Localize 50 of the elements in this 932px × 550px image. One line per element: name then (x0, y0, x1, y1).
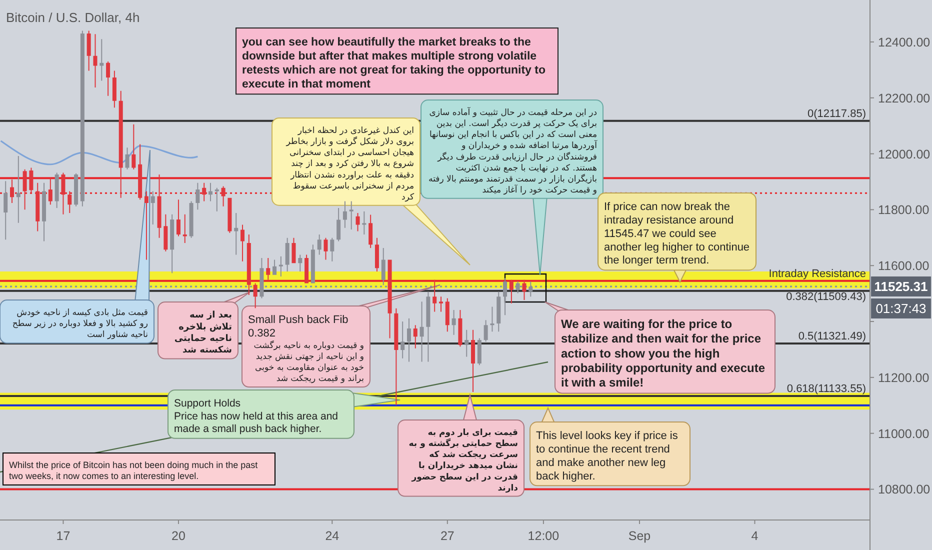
candlestick (182, 214, 187, 243)
annotation: و قیمت دوباره به ناحیه برگشت و این ناحیه از جهتی نقش جدید خود به عنوان مقاومت به خوبی براند و قیمت ریجکت شد (254, 340, 364, 384)
ref-line-label: 0.5(11321.49) (798, 330, 866, 342)
candlestick (420, 302, 424, 362)
x-tick-label: 4 (751, 529, 758, 543)
text: 01:37:43 (876, 300, 926, 316)
y-tick-label: 12200.00 (878, 91, 930, 106)
ref-line-label: Intraday Resistance (768, 268, 866, 280)
candlestick (349, 201, 354, 230)
annotation: این کندل غیرعادی در لحظه اخبار بروی دلار شکل گرفت و بازار بخاطر هیجان احساسی در ابتدای سخنرانی شروع به بالا رفتن کرد و بعد از چند دقیقه به علت براورده نشدن انتظار مردم از سخنرانی باسرعت سقوط کرد (285, 126, 415, 202)
annotation: Support Holds (174, 398, 241, 410)
candlestick (439, 296, 444, 312)
x-tick-label: 12:00 (528, 529, 560, 543)
x-tick-label: 17 (56, 529, 70, 543)
candlestick (362, 211, 366, 235)
candlestick (100, 39, 104, 81)
x-tick-label: 27 (440, 529, 454, 543)
x-tick-label: Sep (628, 529, 651, 543)
candlestick (16, 156, 20, 223)
y-tick-label: 11000.00 (878, 426, 930, 441)
x-tick-label: 20 (172, 529, 186, 543)
annotation: در این مرحله قیمت در حال تثبیت و آماده سازی برای یک حرکت پر قدرت دیگر است. این بدین معنی است که در این باکس با انجام این نوسانها آوردرها مرتبا اضافه شده و خریداران و فروشندگان در حال ارزیابی قدرت طرف دیگر هستند. که در نهایت با جمع شدن اکثریت بازیگران بازار در سمت قدرتمند مومنتم بالا رفته و قیمت حرکت خود را آغاز میکند (428, 107, 598, 196)
annotation: you can see how beautifully the market breaks to the downside but after that makes multiple strong volatile retests which are not great for taking the opportunity to execute in that moment (242, 36, 546, 91)
annotation: We are waiting for the price to stabilize and then wait for the price action to show you the high probability opportunity and execute it with a smile! (561, 317, 766, 390)
annotation: Whilst the price of Bitcoin has not been doing much in the past two weeks, it now comes to an interesting level. (9, 460, 258, 481)
candlestick (278, 256, 283, 276)
candlestick (490, 306, 494, 332)
candlestick (208, 182, 212, 202)
y-tick-label: 11800.00 (878, 203, 930, 218)
y-tick-label: 12400.00 (878, 35, 930, 50)
annotation: قیمت مثل بادی کیسه از ناحیه خودش رو کشید بالا و فعلا دوباره در زیر سطح ناحیه شناور است (12, 308, 148, 340)
y-tick-label: 10800.00 (878, 482, 930, 497)
ref-line-label: 0(12117.85) (807, 108, 866, 120)
annotation: This level looks key if price is to continue the recent trend and make another new leg back higher. (536, 430, 678, 482)
y-tick-label: 12000.00 (878, 147, 930, 162)
ref-line-label: 0.382(11509.43) (786, 290, 866, 303)
annotation: قیمت برای بار دوم به سطح حمایتی برگشته و به سرعت ریجکت شد که نشان میدهد خریداران با قدرت در این سطح حضور دارند (408, 428, 519, 494)
ref-line-label: 0.618(11133.55) (786, 382, 866, 395)
text: Bitcoin / U.S. Dollar, 4h (6, 10, 140, 25)
x-tick-label: 24 (325, 529, 340, 543)
candlestick (214, 188, 219, 212)
annotation: Small Push back Fib 0.382 (248, 314, 348, 340)
y-tick-label: 11200.00 (878, 370, 930, 385)
candlestick (234, 213, 238, 255)
ref-line-label: 11525.31 (874, 278, 928, 294)
annotation: If price can now break the intraday resistance around 11545.47 we could see another leg higher to continue the longer term trend. (604, 201, 750, 267)
annotation: بعد از سه تلاش بلاخره ناحیه حمایتی شکسته شد (174, 310, 232, 356)
y-tick-label: 11600.00 (878, 259, 930, 274)
candlestick (144, 191, 148, 260)
annotation: Price has now held at this area and made a small push back higher. (174, 410, 338, 436)
